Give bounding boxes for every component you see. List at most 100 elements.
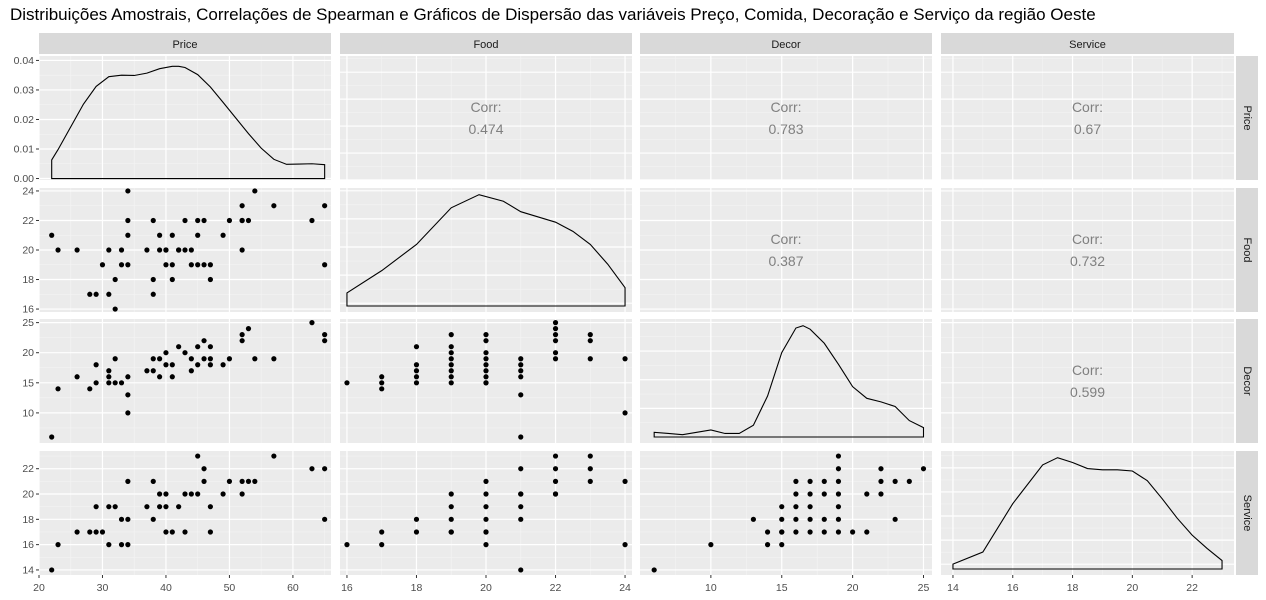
scatter-point	[188, 356, 194, 362]
scatter-point	[125, 478, 131, 484]
strip-right-decor	[1236, 319, 1258, 443]
scatter-point	[483, 362, 489, 368]
scatter-point	[207, 344, 213, 350]
y-tick-label: 22	[22, 215, 34, 227]
y-tick-label: 0.03	[14, 84, 35, 96]
scatter-point	[552, 320, 559, 326]
corr-label: Corr:	[1072, 362, 1103, 378]
y-tick-label: 14	[22, 564, 34, 576]
scatter-point	[807, 516, 813, 522]
y-tick-label: 0.04	[14, 55, 35, 67]
scatter-point	[518, 374, 524, 380]
x-tick-label: 22	[1186, 582, 1198, 594]
scatter-point	[413, 368, 420, 374]
y-tick-label: 18	[22, 274, 34, 286]
scatter-point	[878, 491, 884, 497]
scatter-point	[322, 262, 328, 268]
x-tick-label: 50	[224, 582, 236, 594]
scatter-point	[188, 368, 194, 374]
scatter-point	[106, 504, 112, 510]
scatter-point	[793, 504, 799, 510]
panel-decor-price	[38, 319, 331, 443]
scatter-point	[835, 466, 842, 472]
strip-label-right-service: Service	[1241, 495, 1253, 532]
panel-price-price	[38, 56, 331, 180]
scatter-point	[55, 386, 61, 392]
corr-label: Corr:	[770, 99, 801, 115]
scatter-point	[587, 338, 593, 344]
scatter-point	[413, 529, 420, 535]
scatter-point	[195, 262, 201, 268]
panel-service-food	[340, 451, 632, 575]
scatter-point	[344, 542, 350, 548]
scatter-point	[195, 362, 201, 368]
y-tick-label: 0.02	[14, 114, 35, 126]
scatter-point	[448, 529, 454, 535]
scatter-point	[764, 542, 771, 548]
scatter-point	[201, 262, 207, 268]
scatter-point	[448, 374, 454, 380]
scatter-point	[169, 232, 175, 238]
y-tick-label: 18	[22, 514, 34, 526]
scatter-point	[87, 529, 93, 535]
y-tick-label: 16	[22, 304, 34, 316]
scatter-point	[87, 291, 93, 297]
y-tick-label: 0.00	[14, 173, 35, 185]
scatter-point	[112, 380, 118, 386]
x-tick-label: 25	[918, 582, 930, 594]
scatter-point	[188, 262, 194, 268]
scatter-point	[920, 466, 927, 472]
scatter-point	[413, 380, 420, 386]
strip-label-right-food: Food	[1241, 237, 1253, 262]
scatter-point	[552, 466, 559, 472]
scatter-point	[201, 217, 207, 224]
scatter-point	[779, 504, 785, 510]
y-tick-label: 0.01	[14, 144, 35, 156]
panel-background	[640, 56, 932, 180]
scatter-point	[552, 356, 559, 362]
scatter-point	[239, 338, 245, 344]
scatter-point	[118, 380, 125, 386]
scatter-point	[201, 466, 207, 472]
scatter-point	[49, 232, 55, 238]
scatter-point	[807, 504, 813, 510]
strip-label-top-food: Food	[473, 39, 498, 51]
scatter-point	[163, 247, 169, 253]
scatter-point	[239, 247, 245, 253]
scatter-point	[518, 362, 524, 368]
scatter-point	[587, 356, 593, 362]
scatter-point	[322, 332, 328, 338]
scatter-point	[118, 262, 125, 268]
scatter-point	[807, 491, 813, 497]
scatter-point	[322, 466, 328, 472]
scatter-point	[182, 529, 188, 535]
scatter-point	[878, 478, 884, 484]
scatter-point	[125, 232, 131, 238]
scatter-point	[150, 276, 156, 283]
strip-right-price	[1236, 56, 1258, 180]
scatter-point	[176, 504, 182, 510]
y-tick-label: 10	[22, 407, 34, 419]
panel-decor-food	[340, 319, 632, 443]
scatter-point	[483, 542, 489, 548]
scatter-point	[239, 478, 245, 484]
scatter-point	[483, 478, 489, 484]
scatter-point	[864, 491, 870, 497]
x-tick-label: 15	[776, 582, 788, 594]
scatter-point	[483, 374, 489, 380]
x-tick-label: 40	[160, 582, 172, 594]
scatter-point	[587, 453, 593, 459]
y-tick-label: 25	[22, 317, 34, 329]
scatter-point	[413, 374, 420, 380]
scatter-point	[379, 380, 385, 386]
scatter-point	[518, 434, 524, 440]
scatter-point	[226, 217, 233, 224]
scatter-point	[93, 380, 99, 386]
scatter-point	[379, 529, 385, 535]
y-tick-label: 20	[22, 347, 34, 359]
panel-background	[941, 319, 1234, 443]
scatter-point	[835, 504, 842, 510]
scatter-point	[118, 516, 125, 522]
scatter-point	[93, 504, 99, 510]
